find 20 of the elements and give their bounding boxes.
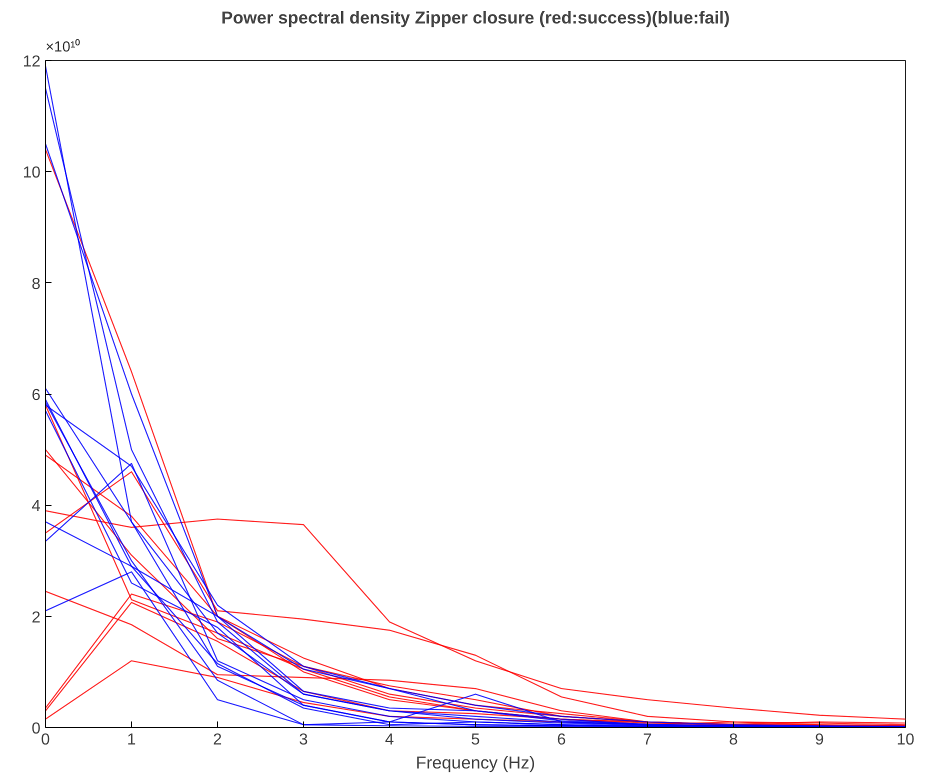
x-axis-title: Frequency (Hz) — [416, 752, 536, 772]
x-tick-label: 8 — [729, 732, 738, 748]
x-tick-label: 4 — [385, 732, 394, 748]
y-tick-label: 12 — [22, 54, 41, 70]
chart-title: Power spectral density Zipper closure (red:success)(blue:fail) — [221, 8, 730, 28]
text: ×10¹⁰ — [46, 38, 80, 56]
x-tick-label: 2 — [213, 732, 222, 748]
x-tick-label: 9 — [815, 732, 824, 748]
y-tick-label: 8 — [32, 276, 41, 293]
y-tick-label: 6 — [32, 387, 41, 404]
y-tick-label: 2 — [32, 609, 41, 626]
x-tick-label: 5 — [471, 732, 480, 748]
y-tick-label: 4 — [32, 498, 41, 516]
x-tick-label: 10 — [896, 732, 914, 748]
x-tick-label: 7 — [643, 732, 652, 748]
y-tick-label: 0 — [32, 720, 41, 738]
x-tick-label: 3 — [299, 732, 308, 748]
x-tick-label: 1 — [127, 732, 136, 748]
y-tick-label: 10 — [22, 164, 41, 182]
x-tick-label: 6 — [557, 732, 566, 748]
